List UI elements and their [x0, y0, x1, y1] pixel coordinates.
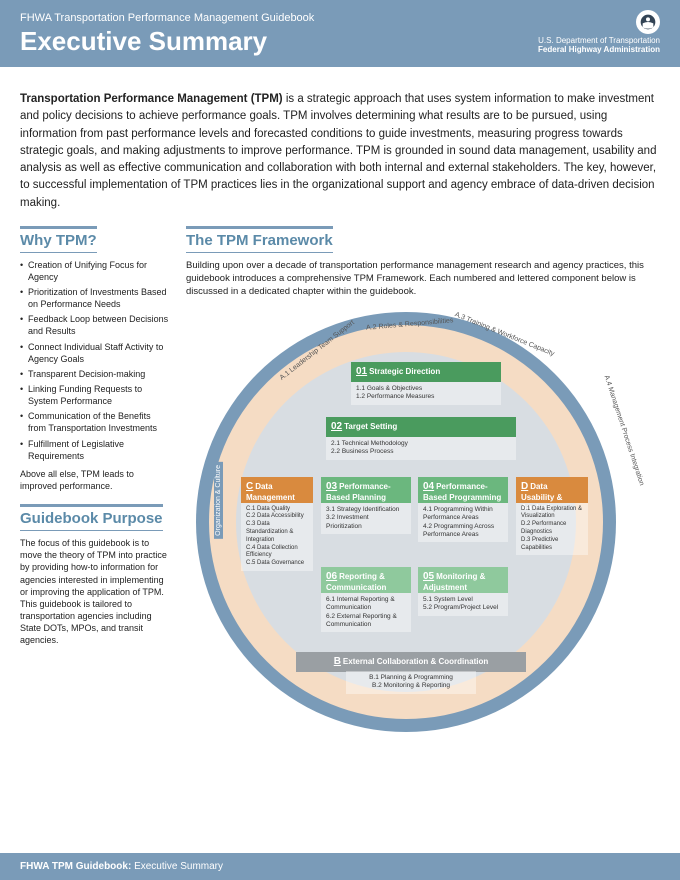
- agency-block: U.S. Department of Transportation Federa…: [538, 10, 660, 54]
- framework-intro: Building upon over a decade of transport…: [186, 259, 660, 299]
- sub-d: D.1 Data Exploration & Visualization D.2…: [516, 503, 588, 556]
- box-01: 01 Strategic Direction: [351, 362, 501, 382]
- sub-02: 2.1 Technical Methodology 2.2 Business P…: [326, 437, 516, 460]
- why-item: Communication of the Benefits from Trans…: [20, 410, 170, 434]
- framework-heading: The TPM Framework: [186, 226, 333, 253]
- dept-name: U.S. Department of Transportation: [538, 36, 660, 45]
- box-b: B External Collaboration & Coordination: [296, 652, 526, 672]
- why-item: Fulfillment of Legislative Requirements: [20, 438, 170, 462]
- sub-05: 5.1 System Level 5.2 Program/Project Lev…: [418, 593, 508, 616]
- why-item: Linking Funding Requests to System Perfo…: [20, 383, 170, 407]
- box-04: 04 Performance-Based Programming: [418, 477, 508, 503]
- why-item: Transparent Decision-making: [20, 368, 170, 380]
- box-05: 05 Monitoring & Adjustment: [418, 567, 508, 593]
- box-d: D Data Usability & Analysis: [516, 477, 588, 503]
- sub-06: 6.1 Internal Reporting & Communication 6…: [321, 593, 411, 633]
- content-area: Transportation Performance Management (T…: [0, 75, 680, 747]
- aside-org-culture: Organization & Culture: [214, 462, 223, 539]
- box-06: 06 Reporting & Communication: [321, 567, 411, 593]
- intro-body: is a strategic approach that uses system…: [20, 93, 656, 209]
- sub-b: B.1 Planning & Programming B.2 Monitorin…: [346, 671, 476, 694]
- tpm-framework-diagram: A.1 Leadership Team Support A.2 Roles & …: [186, 307, 626, 737]
- why-item: Connect Individual Staff Activity to Age…: [20, 341, 170, 365]
- sub-04: 4.1 Programming Within Performance Areas…: [418, 503, 508, 543]
- box-03: 03 Performance-Based Planning: [321, 477, 411, 503]
- footer-banner: FHWA TPM Guidebook: Executive Summary: [0, 853, 680, 880]
- box-c: C Data Management: [241, 477, 313, 503]
- why-item: Feedback Loop between Decisions and Resu…: [20, 313, 170, 337]
- agency-name: Federal Highway Administration: [538, 45, 660, 54]
- why-item: Creation of Unifying Focus for Agency: [20, 259, 170, 283]
- purpose-body: The focus of this guidebook is to move t…: [20, 537, 170, 646]
- header-banner: FHWA Transportation Performance Manageme…: [0, 0, 680, 67]
- intro-lead: Transportation Performance Management (T…: [20, 93, 283, 105]
- left-column: Why TPM? Creation of Unifying Focus for …: [20, 226, 170, 737]
- why-heading: Why TPM?: [20, 226, 97, 253]
- right-column: The TPM Framework Building upon over a d…: [186, 226, 660, 737]
- why-closing: Above all else, TPM leads to improved pe…: [20, 468, 170, 492]
- box-02: 02 Target Setting: [326, 417, 516, 437]
- sub-01: 1.1 Goals & Objectives 1.2 Performance M…: [351, 382, 501, 405]
- dot-logo-icon: [636, 10, 660, 34]
- why-list: Creation of Unifying Focus for Agency Pr…: [20, 259, 170, 462]
- footer-bold: FHWA TPM Guidebook:: [20, 861, 131, 872]
- intro-paragraph: Transportation Performance Management (T…: [20, 91, 660, 212]
- sub-c: C.1 Data Quality C.2 Data Accessibility …: [241, 503, 313, 571]
- purpose-heading: Guidebook Purpose: [20, 504, 163, 531]
- sub-03: 3.1 Strategy Identification 3.2 Investme…: [321, 503, 411, 534]
- footer-rest: Executive Summary: [131, 861, 223, 872]
- why-item: Prioritization of Investments Based on P…: [20, 286, 170, 310]
